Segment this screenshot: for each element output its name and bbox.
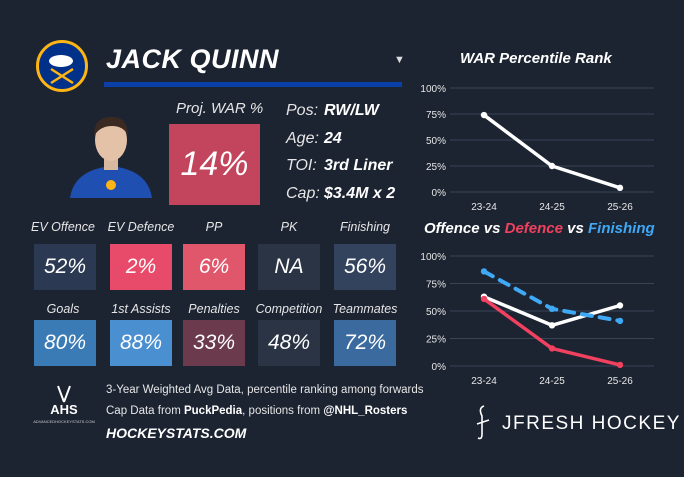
title-defence: Defence	[504, 220, 563, 237]
x-tick-label: 24-25	[539, 376, 565, 387]
y-tick-label: 75%	[426, 280, 446, 291]
y-tick-label: 75%	[426, 110, 446, 121]
jfresh-brand: JFRESH HOCKEY	[502, 413, 681, 434]
tile-competition: 48%	[258, 320, 320, 366]
war-chart-title: WAR Percentile Rank	[460, 50, 612, 67]
data-point	[548, 162, 556, 170]
info-value-age: 24	[324, 130, 342, 147]
tile-label-teammates: Teammates	[332, 302, 398, 316]
data-point	[616, 184, 624, 192]
info-value-toi: 3rd Liner	[324, 157, 393, 174]
proj-war-label: Proj. WAR %	[176, 100, 264, 117]
name-underline	[104, 82, 402, 87]
proj-war-value: 14%	[169, 124, 260, 205]
hockeystats-link[interactable]: HOCKEYSTATS.COM	[106, 425, 247, 441]
footer-line-2-prefix: Cap Data from	[106, 405, 184, 417]
footer-line-1: 3-Year Weighted Avg Data, percentile ran…	[106, 384, 424, 396]
footer-line-2: Cap Data from PuckPedia, positions from …	[106, 405, 407, 417]
y-tick-label: 50%	[426, 136, 446, 147]
tile-ev-offence: 52%	[34, 244, 96, 290]
tile-label-competition: Competition	[255, 302, 323, 316]
y-tick-label: 25%	[426, 335, 446, 346]
data-point	[548, 345, 556, 352]
info-key-age: Age:	[286, 130, 319, 147]
team-logo-icon	[36, 40, 88, 92]
info-key-toi: TOI:	[286, 157, 317, 174]
data-point	[616, 302, 624, 309]
war-percentile-chart: 0% 25% 50% 75% 100% 23-24 24-25 25-26	[420, 84, 654, 213]
y-tick-label: 25%	[426, 162, 446, 173]
tile-label-goals: Goals	[46, 302, 80, 316]
chevron-down-icon[interactable]: ▼	[394, 54, 405, 66]
tile-label-ev-defence: EV Defence	[107, 220, 175, 234]
tile-label-1st-assists: 1st Assists	[111, 302, 171, 316]
y-tick-label: 0%	[432, 188, 447, 199]
y-tick-label: 0%	[432, 362, 447, 373]
data-point	[616, 317, 624, 325]
ahs-logo-icon: AHS ADVANCEDHOCKEYSTATS.COM	[33, 384, 95, 434]
x-tick-label: 24-25	[539, 202, 565, 213]
y-tick-label: 50%	[426, 307, 446, 318]
tile-teammates: 72%	[334, 320, 396, 366]
data-point	[480, 295, 488, 303]
x-tick-label: 23-24	[471, 202, 497, 213]
y-tick-label: 100%	[420, 84, 446, 95]
tile-pk: NA	[258, 244, 320, 290]
footer-line-2-middle: , positions from	[242, 405, 324, 417]
ahs-logo-text: AHS	[50, 402, 78, 417]
player-headshot	[68, 108, 154, 198]
ovdf-chart: 0% 25% 50% 75% 100% 23-24 24-25 25-26	[420, 252, 654, 387]
tile-finishing: 56%	[334, 244, 396, 290]
tile-label-penalties: Penalties	[188, 302, 240, 316]
info-key-cap: Cap:	[286, 185, 320, 202]
tile-ev-defence: 2%	[110, 244, 172, 290]
tile-penalties: 33%	[183, 320, 245, 366]
y-tick-label: 100%	[420, 252, 446, 263]
title-vs-1: vs	[479, 220, 505, 237]
tile-label-finishing: Finishing	[339, 220, 391, 234]
x-tick-label: 23-24	[471, 376, 497, 387]
x-tick-label: 25-26	[607, 202, 633, 213]
tile-label-pk: PK	[280, 220, 298, 234]
jfresh-logo-icon	[474, 404, 494, 442]
tile-pp: 6%	[183, 244, 245, 290]
series-line	[482, 113, 622, 190]
info-value-pos: RW/LW	[324, 102, 379, 119]
title-offence: Offence	[424, 220, 480, 237]
data-point	[548, 305, 556, 312]
data-point	[548, 322, 556, 329]
title-finishing: Finishing	[588, 220, 655, 237]
puckpedia-link[interactable]: PuckPedia	[183, 405, 243, 417]
tile-label-pp: PP	[205, 220, 223, 234]
player-name: JACK QUINN	[106, 44, 280, 74]
nhl-rosters-link[interactable]: @NHL_Rosters	[323, 405, 408, 417]
info-value-cap: $3.4M x 2	[324, 185, 396, 202]
info-key-pos: Pos:	[286, 102, 319, 119]
tile-goals: 80%	[34, 320, 96, 366]
data-point	[480, 268, 488, 275]
x-tick-label: 25-26	[607, 376, 633, 387]
ahs-logo-subtext: ADVANCEDHOCKEYSTATS.COM	[33, 419, 95, 424]
tile-1st-assists: 88%	[110, 320, 172, 366]
ovdf-chart-title: Offence vs Defence vs Finishing	[424, 220, 655, 237]
title-vs-2: vs	[562, 220, 588, 237]
data-point	[616, 361, 624, 369]
tile-label-ev-offence: EV Offence	[31, 220, 95, 234]
data-point	[480, 111, 488, 119]
